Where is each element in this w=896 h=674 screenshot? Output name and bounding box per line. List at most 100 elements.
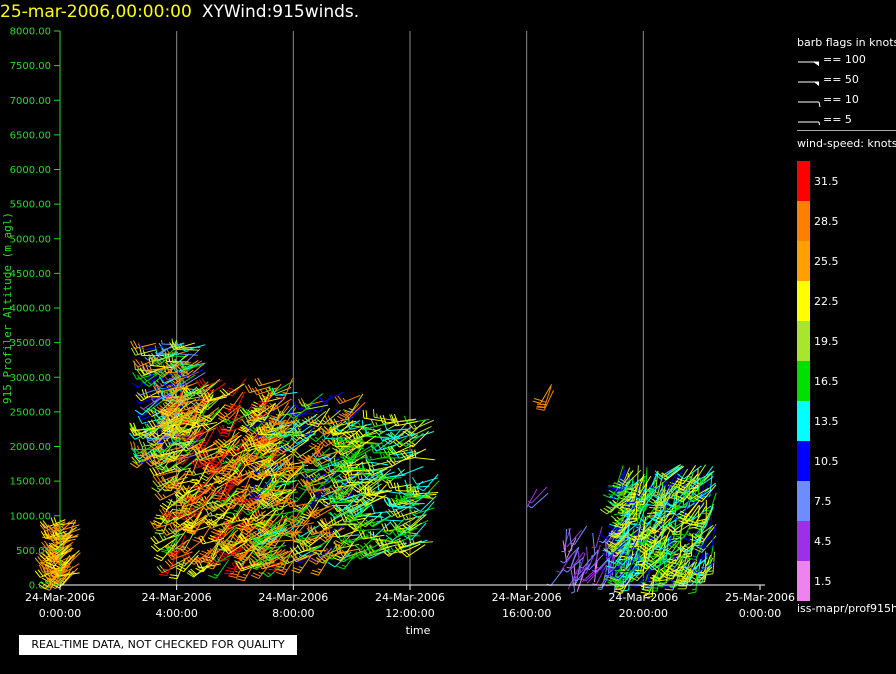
wind-barb: [576, 570, 585, 593]
wind-barb: [356, 471, 382, 481]
colorbar-segment: [797, 321, 810, 361]
wind-barb: [535, 390, 554, 411]
barb-flag-sample: [798, 81, 819, 86]
wind-barb: [278, 446, 299, 466]
wind-barb: [39, 519, 66, 529]
wind-barb: [312, 536, 333, 555]
y-tick-label: 2000.00: [10, 442, 51, 453]
wind-barb: [248, 438, 274, 448]
wind-barb: [208, 500, 235, 510]
wind-barb: [570, 551, 584, 571]
wind-barb: [222, 541, 248, 555]
wind-barb: [142, 372, 167, 387]
colorbar-label: 28.5: [814, 215, 839, 228]
wind-barb: [387, 444, 414, 455]
wind-barb: [169, 341, 196, 350]
wind-barb: [351, 470, 376, 486]
x-tick-time: 12:00:00: [385, 607, 434, 620]
wind-barb: [150, 520, 176, 529]
wind-barb: [216, 405, 241, 419]
wind-barb: [382, 447, 409, 456]
wind-barb: [528, 492, 549, 509]
y-tick-label: 4500.00: [10, 269, 51, 280]
wind-barb: [593, 544, 601, 567]
wind-barb: [636, 539, 662, 554]
wind-barb: [673, 499, 691, 521]
wind-barb: [259, 492, 284, 507]
wind-barb: [416, 473, 439, 492]
wind-barb: [47, 532, 74, 542]
wind-barb: [222, 391, 244, 411]
wind-barb: [581, 566, 599, 583]
chart-title-name: XYWind:915winds.: [201, 2, 360, 22]
wind-barb: [591, 526, 603, 549]
wind-barb: [246, 456, 272, 471]
wind-barb: [351, 477, 376, 493]
wind-barb: [152, 442, 175, 461]
wind-barb: [40, 530, 67, 539]
wind-barb: [181, 427, 202, 447]
colorbar-label: 31.5: [814, 175, 839, 188]
wind-barb: [212, 520, 233, 541]
colorbar-segment: [797, 241, 810, 281]
wind-barb: [165, 443, 188, 462]
wind-barb: [397, 466, 424, 476]
wind-barb: [162, 381, 180, 403]
wind-barb: [215, 424, 242, 435]
wind-barb: [385, 526, 411, 541]
x-tick-date: 24-Mar-2006: [25, 591, 95, 604]
wind-barb: [366, 465, 392, 476]
wind-barb: [335, 503, 362, 515]
wind-barb: [391, 527, 418, 538]
wind-barb: [631, 476, 652, 496]
wind-barb: [384, 422, 410, 432]
wind-barb: [570, 569, 576, 594]
wind-barb: [607, 544, 628, 564]
wind-barb: [606, 531, 630, 548]
chart-title-date: 25-mar-2006,00:00:00: [0, 2, 192, 22]
wind-barb: [210, 518, 237, 527]
wind-barb: [619, 515, 630, 540]
wind-barb: [337, 408, 361, 425]
y-tick-label: 7500.00: [10, 61, 51, 72]
wind-barb: [246, 402, 267, 423]
wind-barb: [45, 521, 71, 533]
wind-barb: [250, 560, 273, 580]
wind-barb: [338, 441, 363, 458]
wind-barb: [134, 399, 159, 416]
wind-barb: [647, 517, 672, 534]
wind-barb: [677, 563, 697, 585]
wind-barb: [280, 554, 307, 565]
barb-flag-row: == 100: [797, 52, 896, 68]
wind-barb: [694, 535, 717, 553]
wind-barb: [259, 479, 279, 500]
y-tick-label: 1500.00: [10, 477, 51, 488]
colorbar-segment: [797, 481, 810, 521]
x-axis-label: time: [406, 624, 431, 637]
wind-barb: [345, 448, 372, 461]
wind-barb: [525, 488, 538, 509]
wind-barb: [184, 381, 209, 397]
x-tick-date: 24-Mar-2006: [492, 591, 562, 604]
wind-barb: [390, 487, 415, 504]
x-tick-date: 24-Mar-2006: [608, 591, 678, 604]
wind-barb: [389, 414, 415, 423]
wind-barb: [48, 534, 73, 551]
wind-barb: [346, 504, 370, 522]
wind-barb: [608, 521, 633, 538]
wind-barb: [612, 566, 636, 585]
wind-barb: [328, 475, 355, 484]
wind-barb: [635, 482, 648, 506]
wind-barb: [241, 502, 267, 516]
wind-barb: [148, 357, 173, 369]
wind-barb: [251, 513, 276, 528]
wind-barb: [577, 550, 582, 573]
wind-barb: [610, 562, 634, 580]
wind-barb: [334, 496, 360, 512]
wind-barb: [649, 523, 673, 540]
barb-flag-label: == 5: [823, 113, 852, 126]
wind-barb: [216, 487, 239, 505]
wind-barb: [160, 459, 186, 472]
legend-panel: barb flags in knots == 100 == 50 == 10 == 5…: [788, 28, 896, 624]
wind-barb: [566, 529, 582, 548]
